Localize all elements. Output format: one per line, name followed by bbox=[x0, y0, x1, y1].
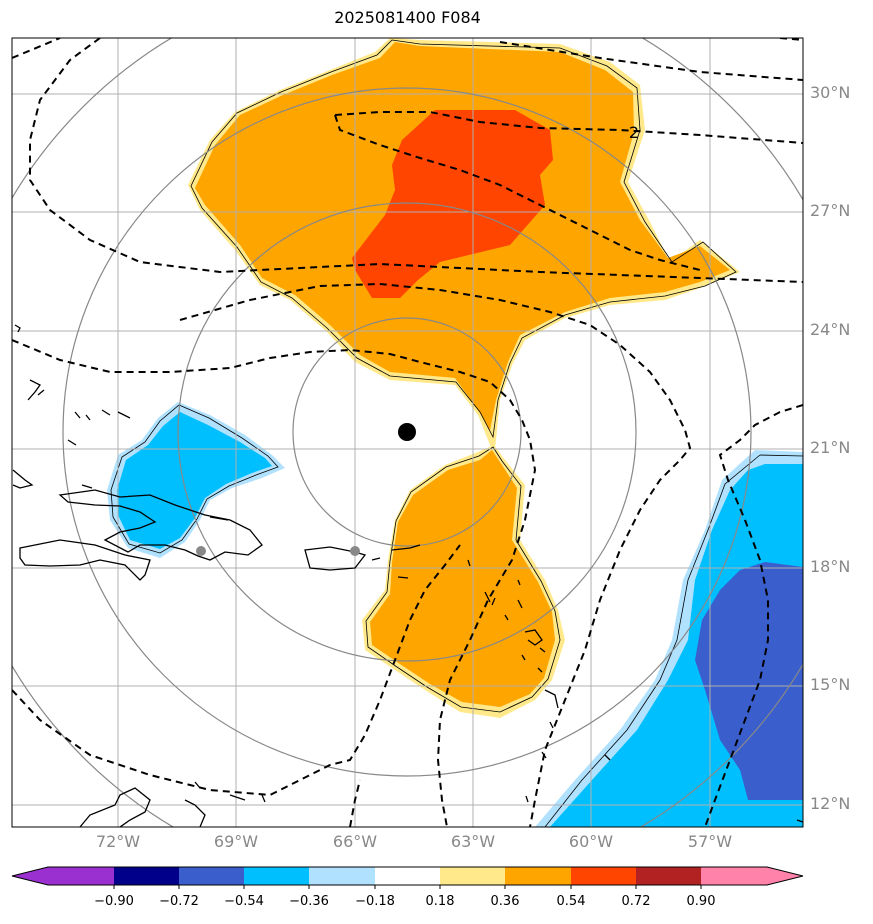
longitude-label-66w: 66°W bbox=[332, 832, 378, 851]
colorbar-tick-label: 0.54 bbox=[556, 894, 586, 909]
longitude-label-57w: 57°W bbox=[687, 832, 733, 851]
negative-anomaly-blue-west bbox=[117, 412, 272, 549]
contour-label: 2 bbox=[629, 123, 639, 142]
longitude-label-72w: 72°W bbox=[95, 832, 141, 851]
colorbar-extend-min bbox=[12, 867, 48, 885]
colorbar-outline bbox=[11, 866, 804, 886]
colorbar-tick-label: −0.72 bbox=[159, 894, 199, 909]
positive-anomaly-orange-south bbox=[370, 450, 555, 707]
colorbar-tick-label: 0.18 bbox=[425, 894, 455, 909]
colorbar bbox=[11, 866, 804, 889]
range-rings bbox=[12, 38, 803, 827]
longitude-label-69w: 69°W bbox=[213, 832, 259, 851]
colorbar-tick-label: 0.36 bbox=[490, 894, 520, 909]
storm-center-marker bbox=[398, 423, 416, 441]
map-frame bbox=[11, 37, 804, 828]
colorbar-bin-6 bbox=[375, 867, 440, 885]
colorbar-bin-4 bbox=[244, 867, 309, 885]
colorbar-tick-label: −0.90 bbox=[94, 894, 134, 909]
colorbar-tick-label: 0.72 bbox=[621, 894, 651, 909]
colorbar-tick-label: −0.54 bbox=[224, 894, 264, 909]
colorbar-bin-8 bbox=[505, 867, 571, 885]
city-marker bbox=[196, 546, 206, 556]
colorbar-bin-2 bbox=[114, 867, 179, 885]
latitude-label-24n: 24°N bbox=[810, 320, 851, 339]
longitude-label-60w: 60°W bbox=[568, 832, 614, 851]
colorbar-bin-7 bbox=[440, 867, 505, 885]
latitude-label-18n: 18°N bbox=[810, 557, 851, 576]
colorbar-bin-10 bbox=[636, 867, 701, 885]
colorbar-bin-5 bbox=[309, 867, 375, 885]
longitude-label-63w: 63°W bbox=[450, 832, 496, 851]
colorbar-bin-3 bbox=[179, 867, 244, 885]
latitude-label-27n: 27°N bbox=[810, 201, 851, 220]
colorbar-bin-1 bbox=[48, 867, 114, 885]
latitude-label-21n: 21°N bbox=[810, 438, 851, 457]
colorbar-tick-label: 0.90 bbox=[686, 894, 716, 909]
negative-anomaly-dark-east bbox=[695, 562, 803, 800]
colorbar-bin-9 bbox=[571, 867, 636, 885]
colorbar-tick-label: −0.18 bbox=[355, 894, 395, 909]
positive-anomaly-red-north bbox=[352, 110, 553, 298]
latitude-label-15n: 15°N bbox=[810, 675, 851, 694]
latitude-label-12n: 12°N bbox=[810, 794, 851, 813]
dashed-contours bbox=[12, 38, 803, 827]
map-title: 2025081400 F084 bbox=[334, 8, 481, 27]
coastlines bbox=[12, 324, 803, 827]
colorbar-bin-11 bbox=[701, 867, 767, 885]
anomaly-outlines bbox=[110, 39, 803, 827]
gridlines bbox=[12, 38, 803, 827]
colorbar-tick-label: −0.36 bbox=[289, 894, 329, 909]
city-marker bbox=[350, 546, 360, 556]
colorbar-extend-max bbox=[767, 867, 803, 885]
latitude-label-30n: 30°N bbox=[810, 83, 851, 102]
